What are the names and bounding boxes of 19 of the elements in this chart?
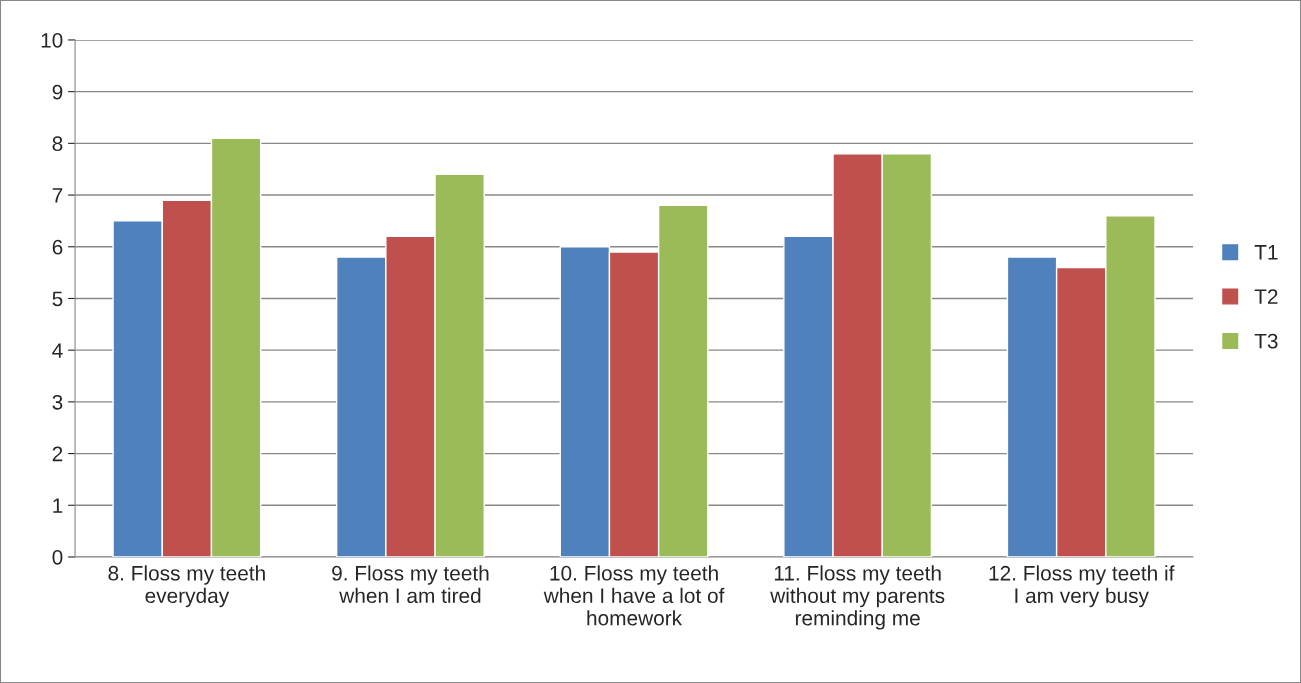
y-tick-label: 8: [52, 136, 63, 152]
legend-label: T2: [1254, 289, 1278, 304]
legend-label: T3: [1254, 333, 1278, 349]
y-tick-label: 9: [52, 84, 63, 100]
x-tick-label: 8. Floss my teeth everyday: [108, 565, 265, 608]
y-tick-label: 0: [52, 549, 63, 565]
legend-label: T1: [1254, 245, 1278, 260]
y-tick-label: 10: [41, 32, 63, 48]
x-tick-label: 10. Floss my teeth when I have a lot of homework: [543, 565, 725, 626]
y-tick-label: 6: [52, 239, 63, 255]
y-tick-label: 2: [52, 446, 63, 462]
x-tick-label: 12. Floss my teeth if I am very busy: [989, 565, 1175, 608]
y-tick-label: 1: [53, 498, 63, 513]
y-tick-label: 7: [52, 188, 63, 203]
y-tick-label: 5: [52, 291, 63, 307]
x-tick-label: 9. Floss my teeth when I am tired: [332, 565, 489, 604]
x-tick-label: 11. Floss my teeth without my parents reminding me: [770, 565, 945, 630]
y-tick-label: 4: [52, 343, 63, 358]
y-tick-label: 3: [52, 394, 63, 410]
